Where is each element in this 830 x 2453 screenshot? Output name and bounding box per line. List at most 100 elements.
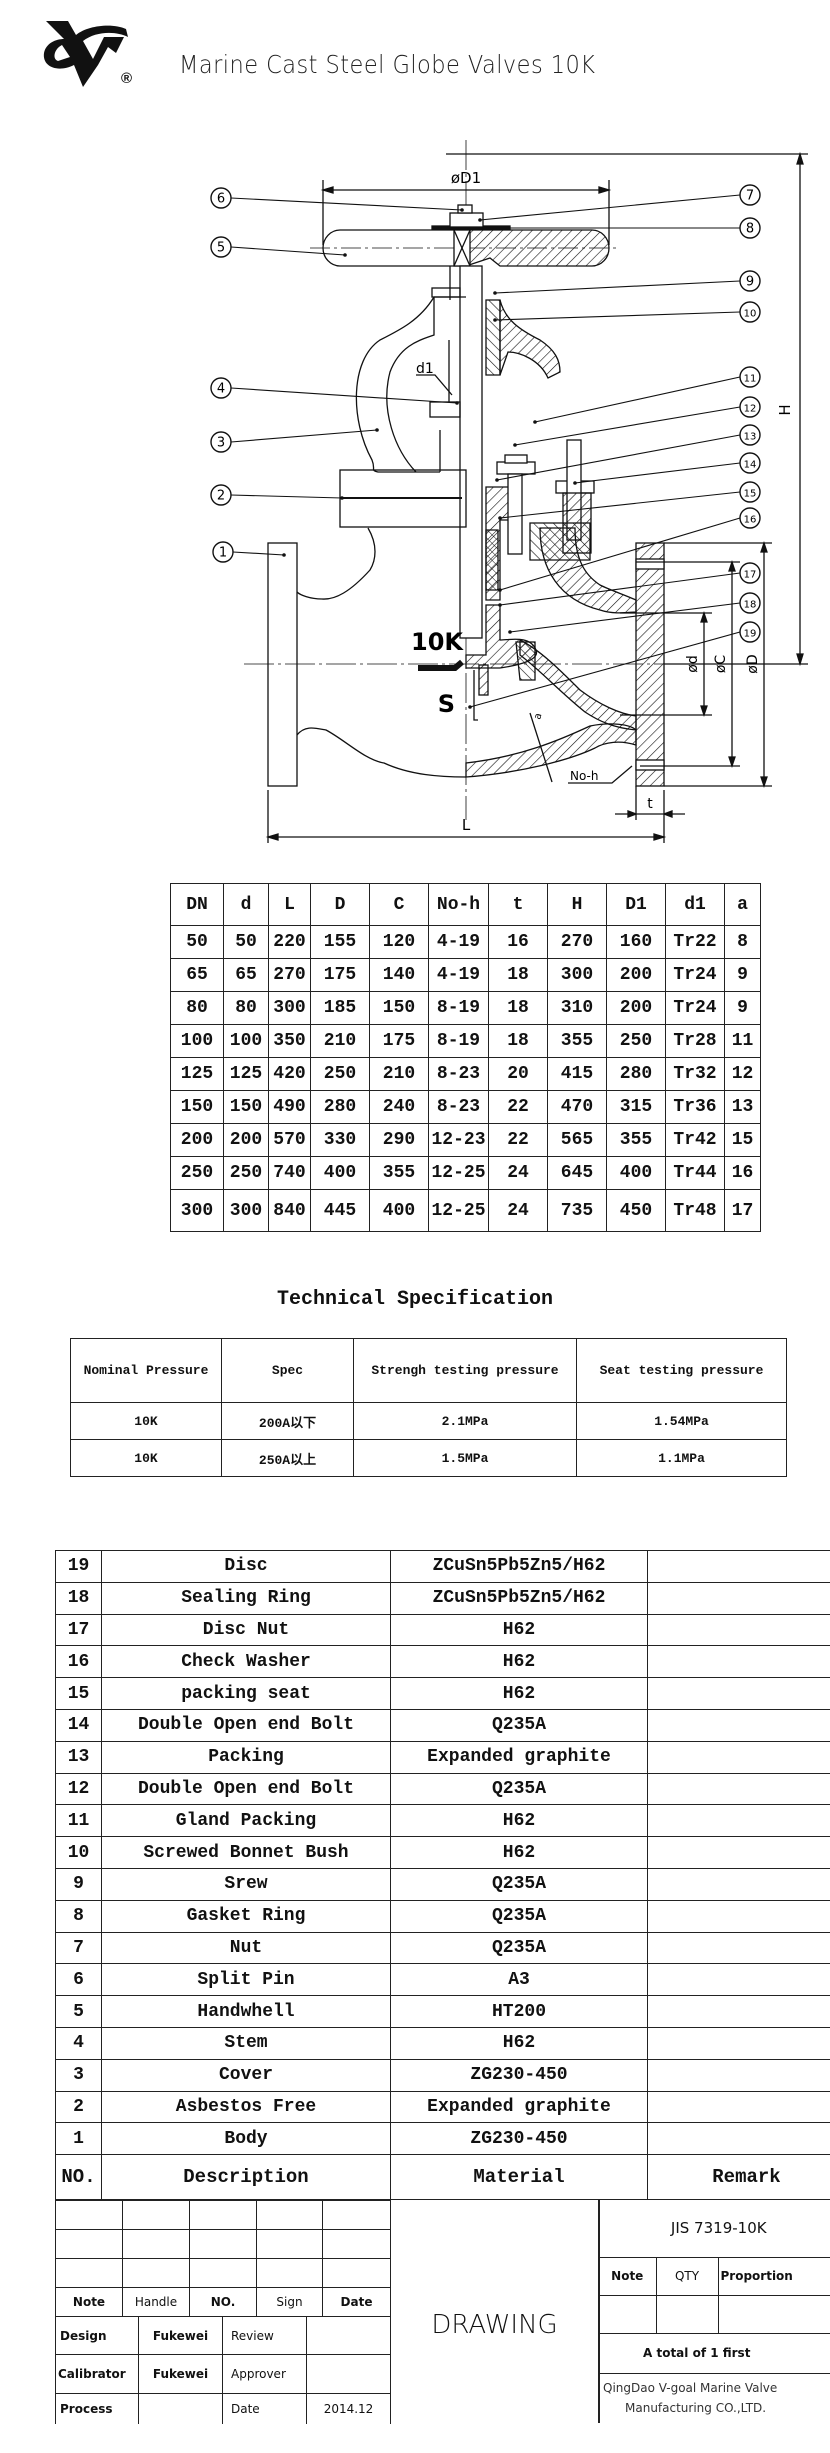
vg-logo-icon [43,21,128,87]
technical-specification-title: Technical Specification [276,1288,554,1311]
note-label: Note [599,2256,657,2296]
parts-cell: Body [101,2122,391,2156]
spec-header-row: Nominal Pressure Spec Strengh testing pres… [70,1338,787,1403]
callout-circle [739,424,761,446]
parts-cell: Q235A [390,1931,648,1965]
callout-leader-line [469,631,741,708]
parts-cell [647,1677,830,1710]
callout-leader-dot [495,478,499,482]
body-right-section [539,527,637,614]
callout-number: 14 [744,460,757,471]
dimensions-header-cell: C [369,883,429,926]
parts-cell: H62 [390,1836,648,1869]
parts-cell: 15 [55,1677,102,1710]
body-mark-s: S [438,690,455,718]
label-h: H [776,404,794,415]
callout-leader-dot [493,318,497,322]
dimensions-cell: 175 [310,958,370,992]
callout-leader-dot [455,401,459,405]
callout-number: 1 [219,546,227,561]
parts-cell: 8 [55,1899,102,1933]
revision-header-handle: Handle [122,2287,190,2317]
spec-cell: 1.54MPa [576,1402,787,1440]
dimensions-cell: Tr32 [665,1057,725,1091]
callout-circle [739,217,761,239]
left-flange [267,542,298,787]
parts-cell: H62 [390,1645,648,1679]
dimensions-cell: 155 [310,925,370,959]
dimensions-cell: 565 [547,1123,607,1157]
dimensions-header-cell: d1 [665,883,725,926]
dimensions-cell: 120 [369,925,429,959]
parts-row: 17 Disc Nut H62 [55,1613,830,1647]
callout-number: 7 [746,189,754,204]
parts-cell: 13 [55,1740,102,1774]
dimensions-cell: 150 [170,1090,224,1124]
callout-number: 19 [744,629,757,640]
callout-leader-line [499,572,741,606]
dimensions-cell: 24 [488,1156,548,1190]
dimensions-cell: 13 [724,1090,761,1124]
dimensions-cell: 355 [369,1156,429,1190]
dimensions-cell: 220 [268,925,311,959]
callout-number: 15 [744,489,757,500]
dimensions-row: 100 100 350 210 175 8-19 18 355 250 Tr28 11 [170,1024,761,1058]
callout-leader-line [499,491,741,519]
label-a: a [532,712,544,721]
dimensions-header-cell: H [547,883,607,926]
dimensions-cell: 50 [223,925,269,959]
parts-cell: 12 [55,1772,102,1806]
callout-leader-line [479,194,741,221]
callout-circle [210,236,232,258]
dimensions-cell: 250 [606,1024,666,1058]
dimensions-header-cell: D [310,883,370,926]
dimensions-cell: 270 [547,925,607,959]
parts-cell: H62 [390,1804,648,1838]
drawing-label: DRAWING [431,2310,558,2340]
dimensions-cell: 140 [369,958,429,992]
callout-circle [210,484,232,506]
parts-header-cell: Description [101,2154,391,2201]
valve-section-drawing: øD1 H d1 ød øC øD L t No-h a 10K S 12345… [210,140,808,843]
callout-circle [210,431,232,453]
parts-cell: Handwhell [101,1995,391,2028]
callout-leader-line [494,311,741,321]
dimensions-cell: 400 [310,1156,370,1190]
dimensions-cell: 18 [488,1024,548,1058]
calibrator-value: Fukewei [138,2354,223,2394]
callout-number: 3 [217,436,225,451]
dimensions-cell: 12 [724,1057,761,1091]
parts-cell [647,1931,830,1965]
dimensions-row: 150 150 490 280 240 8-23 22 470 315 Tr36 13 [170,1090,761,1124]
parts-cell: 9 [55,1867,102,1901]
callout-leader-dot [573,481,577,485]
dimensions-cell: 125 [223,1057,269,1091]
parts-row: 2 Asbestos Free Expanded graphite [55,2090,830,2124]
drawing-info-grid: JIS 7319-10K Note QTY Proportion A total… [599,2200,830,2423]
parts-cell: Stem [101,2026,391,2060]
dimensions-cell: 24 [488,1189,548,1232]
design-value: Fukewei [138,2316,223,2355]
callout-leader-line [230,387,458,404]
company-logo [38,15,138,91]
dimensions-cell: 8-23 [428,1090,489,1124]
dimensions-cell: 400 [369,1189,429,1232]
label-t: t [647,796,653,812]
dimensions-cell: 280 [310,1090,370,1124]
dimensions-row: 65 65 270 175 140 4-19 18 300 200 Tr24 9 [170,958,761,992]
dimensions-header-cell: L [268,883,311,926]
dimensions-header-cell: d [223,883,269,926]
callout-number: 9 [746,275,754,290]
dimensions-cell: 12-25 [428,1156,489,1190]
dimensions-cell: 420 [268,1057,311,1091]
dimensions-cell: 8-23 [428,1057,489,1091]
callout-circle [739,592,761,614]
parts-row: 4 Stem H62 [55,2026,830,2060]
dimensions-cell: 270 [268,958,311,992]
parts-row: 8 Gasket Ring Q235A [55,1899,830,1933]
parts-cell: HT200 [390,1995,648,2028]
dimensions-cell: 17 [724,1189,761,1232]
callout-circle [739,366,761,388]
callout-circle [739,396,761,418]
dimensions-cell: 20 [488,1057,548,1091]
